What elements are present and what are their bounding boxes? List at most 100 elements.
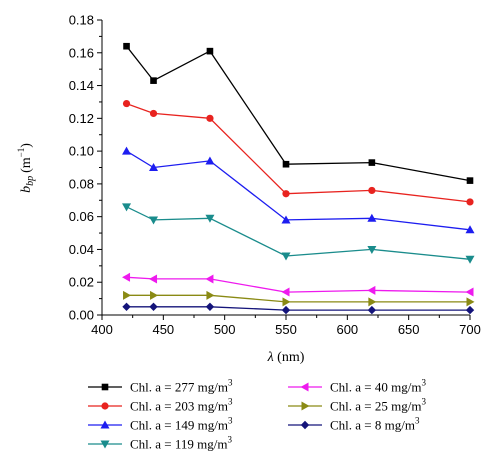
data-point	[206, 47, 214, 55]
data-point	[122, 302, 131, 312]
series-line	[125, 45, 471, 182]
y-axis-label: bbp (m−1)	[16, 143, 36, 193]
series-line	[126, 102, 471, 203]
series-4	[122, 203, 475, 264]
x-tick-label: 650	[398, 322, 420, 337]
x-axis-unit: (nm)	[274, 350, 305, 365]
series-line	[126, 206, 471, 260]
y-tick-label: 0.00	[69, 308, 94, 323]
y-tick-label: 0.06	[69, 209, 94, 224]
data-point	[206, 290, 215, 300]
data-point	[367, 305, 377, 315]
data-point	[466, 177, 474, 184]
legend-label: Chl. a = 25 mg/m3	[330, 397, 426, 414]
series-1	[123, 42, 474, 184]
y-tick-label: 0.12	[69, 111, 94, 126]
x-axis-label: λ (nm)	[267, 350, 305, 365]
y-tick-label: 0.14	[69, 78, 94, 93]
series-5	[122, 272, 474, 297]
legend-label-text: Chl. a = 40 mg/m	[330, 380, 421, 395]
data-point	[149, 109, 158, 118]
data-point	[281, 252, 291, 261]
legend-label-text: Chl. a = 119 mg/m	[130, 437, 228, 452]
y-tick-label: 0.04	[69, 242, 94, 257]
y-axis-superscript: −1	[16, 148, 26, 158]
x-tick-label: 400	[91, 322, 113, 337]
series-line	[126, 306, 470, 311]
data-point	[122, 146, 132, 155]
series-3	[122, 146, 475, 234]
legend-marker	[101, 383, 109, 391]
legend-marker	[101, 402, 109, 410]
x-tick-label: 550	[275, 322, 297, 337]
data-point	[149, 302, 158, 312]
legend-item: Chl. a = 277 mg/m3	[88, 378, 233, 395]
legend-label-text: Chl. a = 25 mg/m	[330, 399, 421, 414]
legend-item: Chl. a = 203 mg/m3	[88, 397, 233, 414]
series-7	[122, 302, 475, 315]
data-point	[123, 42, 130, 50]
legend-label-superscript: 3	[228, 397, 233, 407]
data-point	[282, 160, 290, 168]
y-tick-label: 0.10	[69, 144, 94, 159]
series-line	[126, 276, 471, 293]
x-tick-label: 700	[459, 322, 481, 337]
data-point	[206, 114, 214, 122]
data-point	[205, 214, 215, 223]
y-axis-unit: (m	[19, 157, 34, 173]
data-point	[122, 99, 131, 108]
data-point	[465, 225, 475, 234]
data-point	[367, 245, 377, 254]
data-point	[123, 290, 132, 300]
y-axis-unit-close: )	[19, 143, 34, 148]
data-point	[281, 215, 291, 224]
data-point	[281, 305, 291, 315]
data-point	[149, 216, 159, 225]
y-tick-label: 0.02	[69, 275, 94, 290]
data-point	[122, 203, 132, 212]
legend-item: Chl. a = 119 mg/m3	[88, 435, 233, 452]
x-tick-label: 450	[152, 322, 174, 337]
y-axis-symbol: b	[19, 186, 34, 193]
data-point	[150, 290, 159, 300]
legend-marker	[100, 440, 110, 449]
legend-item: Chl. a = 25 mg/m3	[288, 397, 426, 414]
data-point	[367, 285, 376, 295]
legend-label: Chl. a = 119 mg/m3	[130, 435, 233, 452]
legend-marker	[300, 382, 309, 392]
data-point	[465, 255, 475, 264]
data-point	[368, 297, 377, 307]
legend-item: Chl. a = 40 mg/m3	[288, 378, 426, 395]
y-tick-label: 0.16	[69, 45, 94, 60]
legend-item: Chl. a = 8 mg/m3	[288, 416, 420, 433]
tick-labels: 400 450 500 550 600 650 700 0.00 0.02 0.04 0.06 0.0…	[69, 13, 481, 338]
x-tick-label: 600	[336, 322, 358, 337]
legend-label: Chl. a = 277 mg/m3	[130, 378, 233, 395]
data-point	[368, 186, 376, 195]
legend-label-superscript: 3	[228, 416, 233, 426]
data-point	[205, 274, 214, 284]
data-point	[466, 297, 475, 307]
data-point	[205, 156, 215, 165]
series-line	[126, 294, 470, 303]
legend-label-superscript: 3	[228, 378, 233, 388]
series-2	[122, 99, 474, 206]
data-point	[150, 77, 157, 84]
series-6	[123, 290, 475, 307]
y-tick-label: 0.18	[69, 13, 94, 28]
data-point	[466, 198, 474, 206]
legend-label-superscript: 3	[421, 378, 426, 388]
legend-label: Chl. a = 8 mg/m3	[330, 416, 420, 433]
data-point	[282, 297, 291, 307]
x-tick-label: 500	[214, 322, 236, 337]
data-point	[367, 213, 377, 222]
legend-label-superscript: 3	[415, 416, 420, 426]
legend-label-text: Chl. a = 203 mg/m	[130, 399, 228, 414]
legend-label-superscript: 3	[421, 397, 426, 407]
legend-marker	[300, 420, 310, 430]
x-axis-symbol: λ	[267, 350, 274, 365]
legend-label: Chl. a = 149 mg/m3	[130, 416, 233, 433]
